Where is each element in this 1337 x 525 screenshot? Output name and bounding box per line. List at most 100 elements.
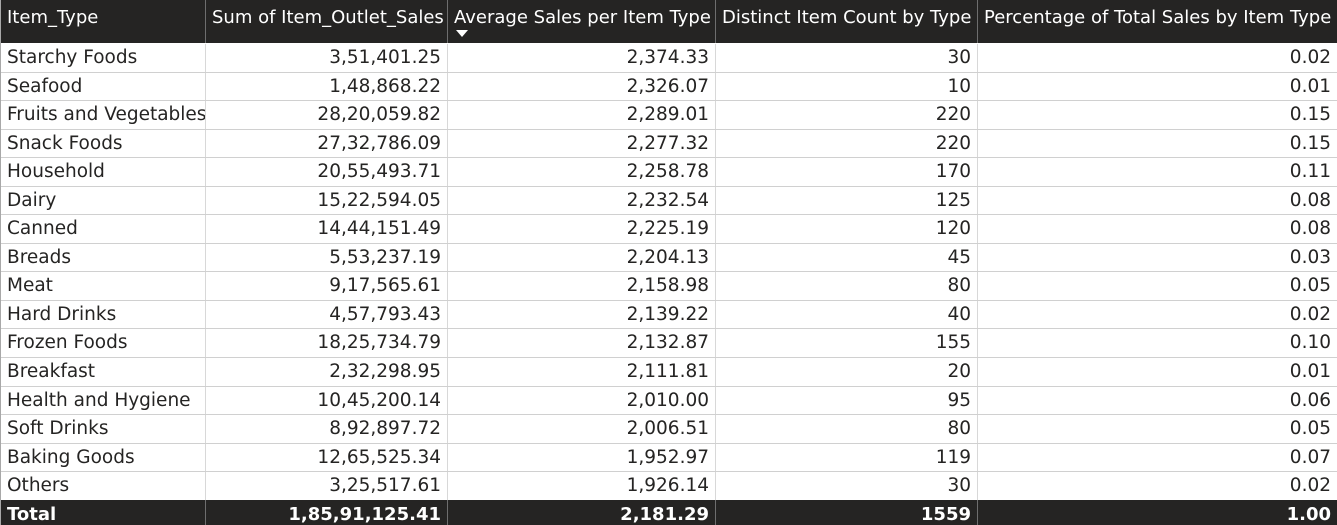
- total-pct-total: 1.00: [1286, 504, 1331, 525]
- cell-sum-sales: 4,57,793.43: [206, 300, 448, 329]
- sort-descending-icon[interactable]: [456, 30, 468, 37]
- cell-distinct-count: 220: [716, 129, 978, 158]
- cell-pct-total: 0.07: [1289, 446, 1331, 468]
- column-header-item-type[interactable]: Item_Type: [1, 0, 206, 43]
- cell-distinct-count: 95: [716, 386, 978, 415]
- cell-avg-sales: 1,952.97: [448, 443, 716, 472]
- cell-sum-sales: 28,20,059.82: [206, 101, 448, 129]
- cell-avg-sales: 2,006.51: [448, 415, 716, 443]
- cell-distinct-count: 30: [716, 44, 978, 72]
- table-row[interactable]: Household 20,55,493.71 2,258.78 170 0.11: [1, 158, 1337, 187]
- cell-item-type: Soft Drinks: [1, 415, 206, 443]
- cell-pct-total: 0.03: [1289, 246, 1331, 268]
- cell-distinct-count: 220: [716, 101, 978, 129]
- cell-avg-sales: 2,326.07: [448, 72, 716, 101]
- cell-distinct-count: 170: [716, 158, 978, 186]
- table-row[interactable]: Seafood 1,48,868.22 2,326.07 10 0.01: [1, 72, 1337, 102]
- total-label: Total: [1, 500, 206, 525]
- cell-pct-total: 0.05: [1289, 418, 1331, 440]
- total-distinct-count: 1559: [716, 500, 978, 525]
- cell-sum-sales: 3,51,401.25: [206, 44, 448, 72]
- cell-item-type: Others: [1, 472, 206, 500]
- cell-sum-sales: 20,55,493.71: [206, 158, 448, 186]
- table-row[interactable]: Breakfast 2,32,298.95 2,111.81 20 0.01: [1, 358, 1337, 387]
- cell-pct-total: 0.02: [1289, 475, 1331, 497]
- cell-sum-sales: 12,65,525.34: [206, 443, 448, 472]
- cell-item-type: Seafood: [1, 72, 206, 101]
- cell-avg-sales: 2,111.81: [448, 358, 716, 386]
- cell-item-type: Dairy: [1, 186, 206, 215]
- table-row[interactable]: Health and Hygiene 10,45,200.14 2,010.00 95…: [1, 386, 1337, 416]
- table-row[interactable]: Hard Drinks 4,57,793.43 2,139.22 40 0.02: [1, 300, 1337, 330]
- cell-distinct-count: 30: [716, 472, 978, 500]
- cell-sum-sales: 1,48,868.22: [206, 72, 448, 101]
- cell-avg-sales: 2,132.87: [448, 329, 716, 358]
- cell-pct-total: 0.01: [1289, 361, 1331, 383]
- cell-avg-sales: 1,926.14: [448, 472, 716, 500]
- cell-item-type: Meat: [1, 272, 206, 300]
- table-body: Starchy Foods 3,51,401.25 2,374.33 30 0.02 Se…: [1, 44, 1337, 501]
- table-row[interactable]: Soft Drinks 8,92,897.72 2,006.51 80 0.05: [1, 415, 1337, 444]
- cell-distinct-count: 20: [716, 358, 978, 386]
- cell-avg-sales: 2,225.19: [448, 215, 716, 243]
- cell-item-type: Fruits and Vegetables: [1, 101, 206, 129]
- cell-pct-total: 0.02: [1289, 47, 1331, 68]
- cell-sum-sales: 2,32,298.95: [206, 358, 448, 386]
- cell-item-type: Hard Drinks: [1, 300, 206, 329]
- table-header-row: Item_Type Sum of Item_Outlet_Sales Avera…: [1, 0, 1337, 43]
- column-header-pct-total[interactable]: Percentage of Total Sales by Item Type: [984, 7, 1332, 28]
- table-row[interactable]: Frozen Foods 18,25,734.79 2,132.87 155 0.10: [1, 329, 1337, 359]
- cell-pct-total: 0.11: [1289, 161, 1331, 183]
- table-row[interactable]: Snack Foods 27,32,786.09 2,277.32 220 0.15: [1, 129, 1337, 159]
- table-row[interactable]: Baking Goods 12,65,525.34 1,952.97 119 0.07: [1, 443, 1337, 473]
- cell-avg-sales: 2,232.54: [448, 186, 716, 215]
- total-row: Total 1,85,91,125.41 2,181.29 1559 1.00: [1, 500, 1337, 525]
- cell-item-type: Snack Foods: [1, 129, 206, 158]
- table-row[interactable]: Dairy 15,22,594.05 2,232.54 125 0.08: [1, 186, 1337, 216]
- cell-pct-total: 0.08: [1289, 189, 1331, 211]
- table-row[interactable]: Others 3,25,517.61 1,926.14 30 0.02: [1, 472, 1337, 501]
- cell-avg-sales: 2,277.32: [448, 129, 716, 158]
- cell-pct-total: 0.05: [1289, 275, 1331, 297]
- column-header-distinct-count[interactable]: Distinct Item Count by Type: [716, 0, 978, 43]
- table-row[interactable]: Breads 5,53,237.19 2,204.13 45 0.03: [1, 243, 1337, 273]
- column-header-sum-sales[interactable]: Sum of Item_Outlet_Sales: [206, 0, 448, 43]
- cell-pct-total: 0.15: [1289, 132, 1331, 154]
- table-row[interactable]: Starchy Foods 3,51,401.25 2,374.33 30 0.02: [1, 44, 1337, 73]
- cell-item-type: Health and Hygiene: [1, 386, 206, 415]
- cell-pct-total: 0.06: [1289, 389, 1331, 411]
- column-header-avg-sales[interactable]: Average Sales per Item Type: [448, 0, 716, 43]
- table-row[interactable]: Meat 9,17,565.61 2,158.98 80 0.05: [1, 272, 1337, 301]
- cell-distinct-count: 45: [716, 243, 978, 272]
- total-avg-sales: 2,181.29: [448, 500, 716, 525]
- table-row[interactable]: Fruits and Vegetables 28,20,059.82 2,289.0…: [1, 101, 1337, 130]
- cell-sum-sales: 14,44,151.49: [206, 215, 448, 243]
- cell-sum-sales: 10,45,200.14: [206, 386, 448, 415]
- cell-sum-sales: 18,25,734.79: [206, 329, 448, 358]
- cell-distinct-count: 125: [716, 186, 978, 215]
- cell-avg-sales: 2,374.33: [448, 44, 716, 72]
- cell-avg-sales: 2,010.00: [448, 386, 716, 415]
- cell-sum-sales: 15,22,594.05: [206, 186, 448, 215]
- cell-avg-sales: 2,139.22: [448, 300, 716, 329]
- table-row[interactable]: Canned 14,44,151.49 2,225.19 120 0.08: [1, 215, 1337, 244]
- cell-avg-sales: 2,258.78: [448, 158, 716, 186]
- cell-item-type: Frozen Foods: [1, 329, 206, 358]
- cell-sum-sales: 8,92,897.72: [206, 415, 448, 443]
- cell-pct-total: 0.15: [1289, 104, 1331, 126]
- column-header-avg-sales-label: Average Sales per Item Type: [454, 7, 711, 28]
- cell-pct-total: 0.01: [1289, 75, 1331, 97]
- cell-distinct-count: 10: [716, 72, 978, 101]
- cell-avg-sales: 2,289.01: [448, 101, 716, 129]
- cell-pct-total: 0.10: [1289, 332, 1331, 354]
- cell-distinct-count: 40: [716, 300, 978, 329]
- cell-sum-sales: 27,32,786.09: [206, 129, 448, 158]
- cell-distinct-count: 119: [716, 443, 978, 472]
- cell-distinct-count: 120: [716, 215, 978, 243]
- cell-pct-total: 0.02: [1289, 303, 1331, 325]
- cell-item-type: Canned: [1, 215, 206, 243]
- cell-avg-sales: 2,158.98: [448, 272, 716, 300]
- cell-sum-sales: 3,25,517.61: [206, 472, 448, 500]
- cell-avg-sales: 2,204.13: [448, 243, 716, 272]
